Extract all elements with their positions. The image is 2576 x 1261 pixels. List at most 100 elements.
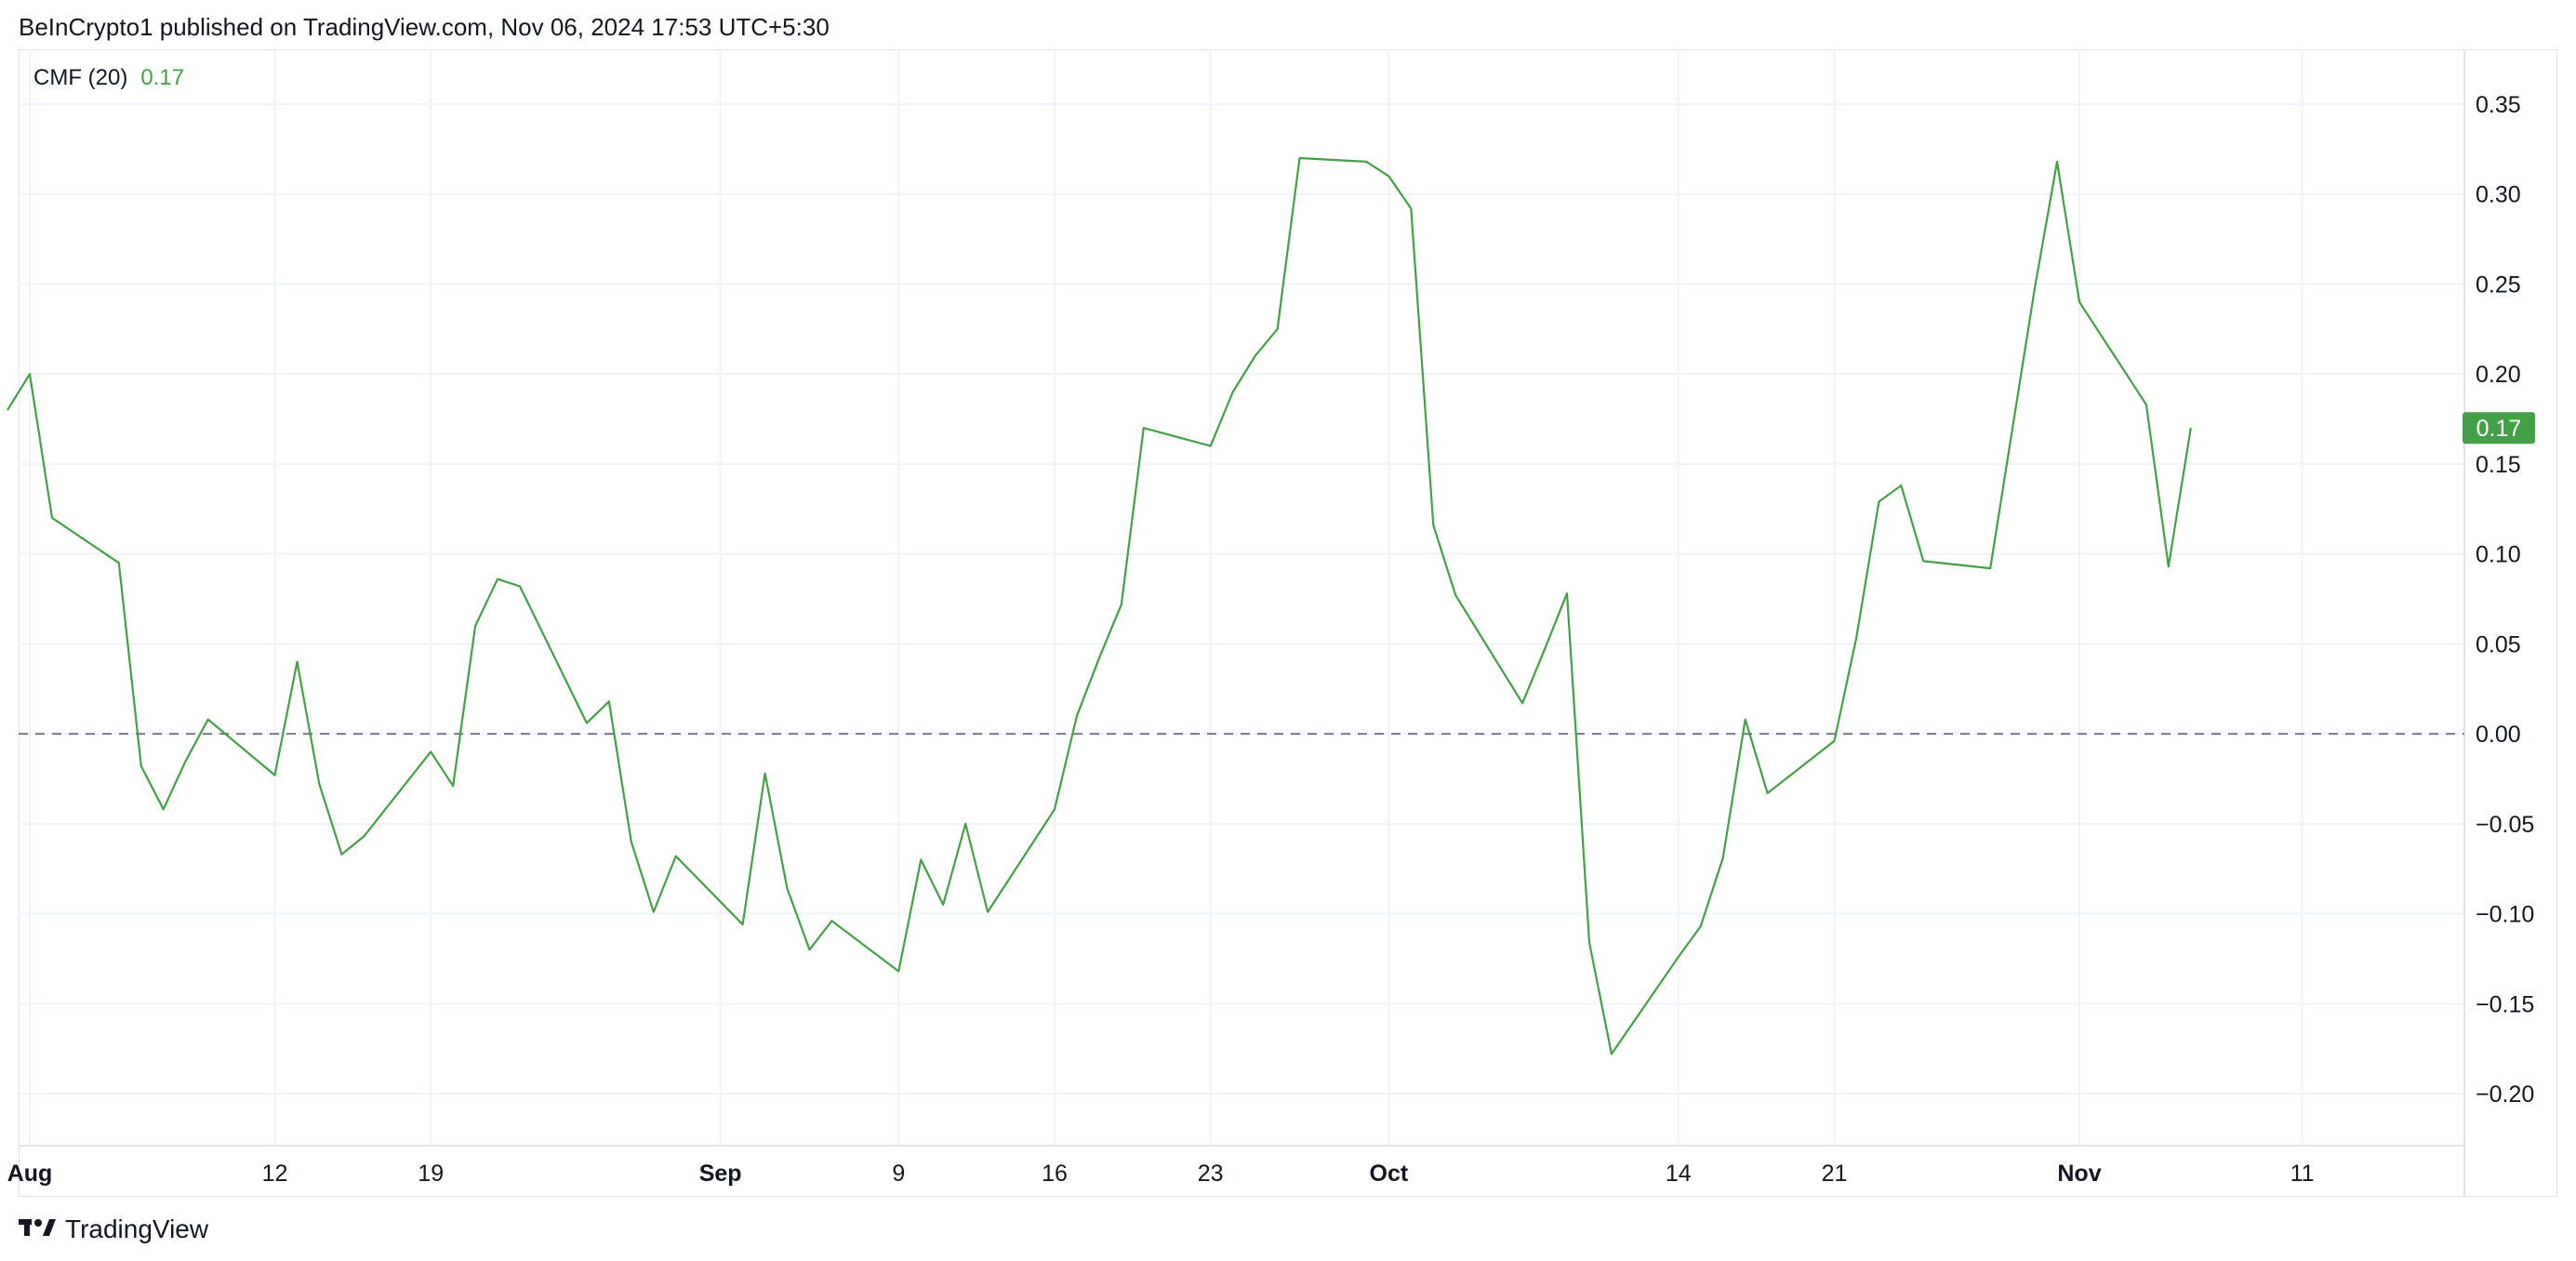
data-point — [139, 763, 144, 769]
footer-brand[interactable]: TradingView — [19, 1215, 208, 1244]
data-point — [2077, 299, 2082, 305]
data-point — [806, 947, 812, 952]
data-point — [339, 852, 344, 857]
y-tick-label: 0.20 — [2476, 362, 2521, 388]
data-point — [1275, 326, 1281, 332]
data-point — [1208, 444, 1214, 449]
data-point — [1430, 523, 1436, 528]
x-tick-label: 14 — [1666, 1161, 1692, 1187]
data-point — [2188, 425, 2194, 431]
data-point — [2166, 564, 2171, 569]
brand-name: TradingView — [65, 1215, 209, 1243]
last-value-badge — [2463, 412, 2535, 445]
data-point — [629, 839, 634, 844]
data-point — [940, 902, 946, 908]
chart-pane[interactable] — [19, 49, 2557, 1197]
data-point — [651, 909, 657, 915]
data-point — [272, 773, 278, 778]
data-point — [1363, 159, 1369, 165]
x-tick-label: 9 — [892, 1161, 905, 1187]
y-tick-label: 0.30 — [2476, 182, 2521, 208]
data-point — [294, 659, 299, 665]
y-tick-label: 0.15 — [2476, 452, 2521, 478]
data-point — [1720, 856, 1726, 861]
data-point — [161, 806, 166, 812]
data-point — [1564, 591, 1570, 596]
y-tick-label: −0.10 — [2476, 902, 2534, 928]
data-point — [5, 407, 10, 413]
data-point — [1052, 806, 1057, 812]
data-point — [1520, 700, 1525, 706]
tradingview-logo-icon — [19, 1215, 56, 1244]
indicator-name: CMF (20) — [33, 65, 128, 90]
data-point — [116, 560, 122, 565]
data-point — [1876, 499, 1881, 505]
data-point — [2032, 285, 2038, 290]
x-tick-label: 11 — [2291, 1161, 2315, 1187]
data-point — [763, 771, 768, 777]
data-point — [896, 968, 901, 974]
data-point — [1765, 790, 1771, 796]
x-tick-label: 21 — [1822, 1161, 1848, 1187]
data-point — [785, 885, 790, 891]
y-tick-label: 0.35 — [2476, 92, 2521, 118]
data-point — [985, 909, 990, 915]
indicator-legend[interactable]: CMF (20) 0.17 — [33, 65, 184, 91]
data-point — [1920, 558, 1926, 564]
data-point — [316, 781, 322, 787]
data-point — [1987, 565, 1993, 571]
data-point — [606, 698, 612, 704]
data-point — [361, 833, 366, 839]
y-tick-label: −0.20 — [2476, 1082, 2534, 1108]
data-point — [428, 749, 433, 754]
x-tick-label: 23 — [1198, 1161, 1224, 1187]
x-tick-label: Sep — [699, 1161, 742, 1187]
data-point — [1698, 923, 1704, 929]
data-point — [1453, 592, 1458, 598]
cmf-series-line — [7, 156, 2192, 1055]
x-tick-label: 16 — [1042, 1161, 1068, 1187]
data-point — [183, 758, 189, 763]
data-point — [495, 577, 500, 582]
y-tick-label: 0.10 — [2476, 542, 2521, 568]
data-point — [1853, 634, 1859, 640]
y-tick-label: −0.15 — [2476, 991, 2534, 1017]
data-point — [472, 623, 478, 629]
data-point — [918, 857, 923, 863]
data-point — [1253, 353, 1258, 359]
x-tick-label: Nov — [2057, 1161, 2101, 1187]
data-point — [2144, 402, 2149, 407]
data-point — [1542, 646, 1547, 652]
data-point — [1676, 954, 1681, 960]
data-point — [829, 918, 834, 923]
y-tick-label: 0.25 — [2476, 272, 2521, 298]
data-point — [49, 515, 55, 521]
data-point — [1831, 738, 1837, 744]
data-point — [963, 821, 968, 827]
x-tick-label: Oct — [1370, 1161, 1409, 1187]
data-point — [1898, 483, 1904, 488]
y-tick-label: 0.00 — [2476, 722, 2521, 748]
data-point — [1119, 602, 1124, 607]
data-point — [1408, 206, 1414, 211]
data-point — [740, 922, 746, 927]
x-tick-label: 12 — [262, 1161, 288, 1187]
data-point — [517, 583, 523, 589]
data-point — [584, 720, 590, 725]
data-point — [1386, 173, 1391, 179]
x-tick-label: Aug — [7, 1161, 53, 1187]
data-point — [2054, 159, 2060, 165]
x-tick-label: 19 — [418, 1161, 444, 1187]
y-tick-label: −0.05 — [2476, 812, 2534, 838]
data-point — [27, 371, 33, 377]
indicator-value: 0.17 — [140, 65, 185, 90]
data-point — [1096, 656, 1102, 661]
data-point — [2010, 425, 2015, 431]
data-point — [450, 783, 456, 789]
data-point — [1297, 155, 1303, 161]
data-point — [1230, 390, 1236, 395]
data-point — [1141, 425, 1147, 431]
data-point — [206, 717, 211, 723]
data-point — [1074, 713, 1080, 719]
